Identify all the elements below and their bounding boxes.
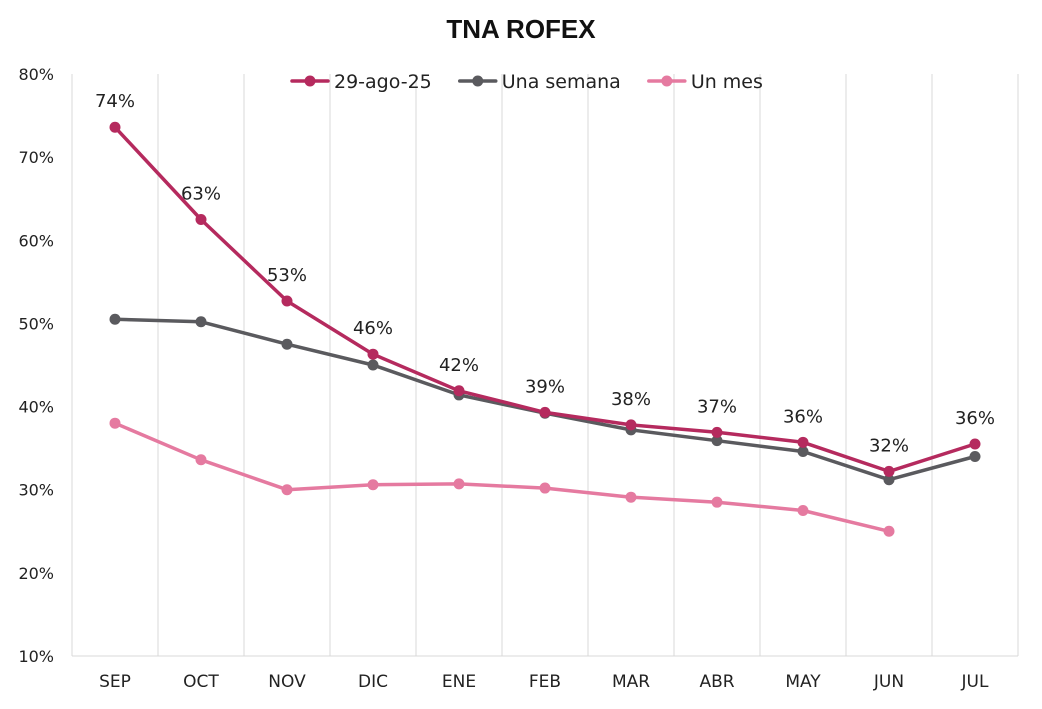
legend-item: 29-ago-25 [290, 71, 432, 93]
data-label: 74% [95, 91, 135, 112]
legend-swatch-marker [304, 75, 316, 87]
data-label: 42% [439, 355, 479, 376]
data-point [367, 359, 379, 371]
legend-label: Un mes [691, 71, 763, 93]
data-label: 46% [353, 318, 393, 339]
y-tick-label: 70% [18, 148, 54, 167]
x-tick-label: MAY [785, 672, 821, 692]
data-label: 36% [783, 406, 823, 427]
data-label: 36% [955, 408, 995, 429]
data-point [625, 491, 637, 503]
legend-item: Una semana [458, 71, 621, 93]
data-point [883, 474, 895, 486]
x-tick-label: MAR [612, 672, 650, 692]
data-point [367, 348, 379, 360]
data-point [711, 496, 723, 508]
legend-label: Una semana [502, 71, 621, 93]
series-layer [109, 121, 981, 537]
legend-label: 29-ago-25 [334, 71, 432, 93]
data-point [281, 295, 293, 307]
y-tick-label: 50% [18, 314, 54, 333]
data-label: 63% [181, 184, 221, 205]
data-point [453, 385, 465, 397]
y-tick-label: 60% [18, 231, 54, 250]
data-label: 53% [267, 265, 307, 286]
data-point [281, 338, 293, 350]
data-point [109, 313, 121, 325]
data-point [367, 479, 379, 491]
data-point [539, 406, 551, 418]
x-tick-label: FEB [529, 672, 561, 692]
data-point [539, 482, 551, 494]
data-point [109, 121, 121, 133]
data-label: 37% [697, 396, 737, 417]
legend-item: Un mes [647, 71, 763, 93]
y-tick-label: 20% [18, 564, 54, 583]
data-point [711, 435, 723, 447]
legend: 29-ago-25 Una semana Un mes [290, 71, 763, 93]
y-tick-label: 80% [18, 65, 54, 84]
data-label: 32% [869, 435, 909, 456]
data-point [281, 484, 293, 496]
y-tick-label: 30% [18, 481, 54, 500]
data-point [797, 436, 809, 448]
x-tick-label: NOV [268, 672, 306, 692]
data-point [195, 214, 207, 225]
y-tick-label: 40% [18, 398, 54, 417]
data-point [711, 426, 723, 438]
data-point [453, 478, 465, 490]
data-point [195, 316, 207, 328]
axis-layer: 10% 20% 30% 40% 50% 60% 70% 80% SEP OCT NOV DIC ENE F… [18, 65, 1018, 692]
data-label: 38% [611, 389, 651, 410]
chart-title: TNA ROFEX [446, 14, 596, 44]
series-line-un-mes [113, 421, 891, 534]
x-tick-label: DIC [358, 672, 388, 692]
data-point [195, 454, 207, 466]
x-tick-label: ABR [699, 672, 734, 692]
data-point [797, 505, 809, 516]
data-point [969, 438, 981, 450]
x-tick-label: SEP [99, 672, 131, 692]
x-tick-label: JUL [961, 672, 989, 692]
data-point [625, 419, 637, 431]
x-tick-label: ENE [442, 672, 476, 692]
data-point [109, 417, 121, 429]
x-tick-label: OCT [183, 672, 219, 692]
legend-swatch-marker [661, 75, 673, 87]
x-tick-label: JUN [873, 672, 904, 692]
data-label-layer: 74% 63% 53% 46% 42% 39% 38% 37% 36% 32% 36% [95, 91, 995, 456]
data-point [883, 465, 895, 477]
grid-layer [71, 74, 1019, 656]
legend-swatch-marker [472, 75, 484, 87]
data-label: 39% [525, 376, 565, 397]
data-point [797, 445, 809, 457]
data-point [883, 525, 895, 537]
data-point [969, 450, 981, 462]
y-tick-label: 10% [18, 647, 54, 666]
